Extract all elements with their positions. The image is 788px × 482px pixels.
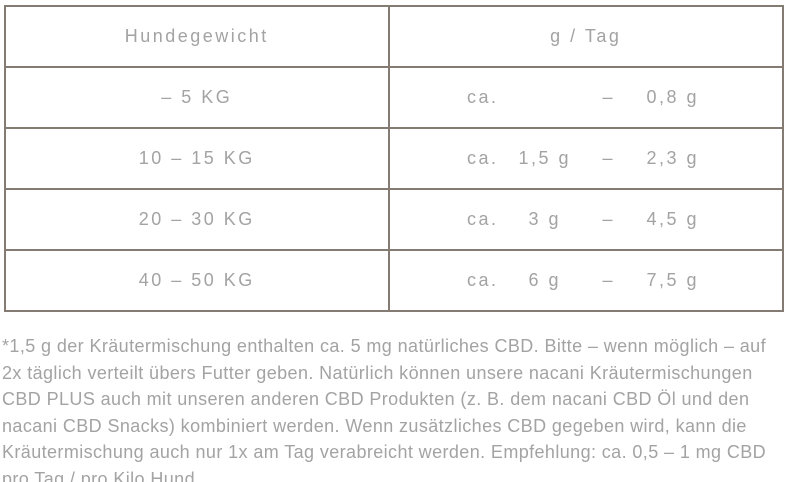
dose-min: 1,5 g bbox=[518, 148, 572, 168]
dose-ca-label: ca. bbox=[467, 209, 499, 229]
weight-cell: 20 – 30 KG bbox=[4, 188, 390, 251]
table-row: – 5 KG ca. – 0,8 g bbox=[4, 66, 785, 129]
dose-min: 3 g bbox=[528, 209, 562, 229]
weight-cell: – 5 KG bbox=[4, 66, 390, 129]
dose-ca-label: ca. bbox=[467, 148, 499, 168]
dose-max: 0,8 g bbox=[646, 87, 700, 107]
dose-range: ca. 1,5 g – 2,3 g bbox=[390, 148, 782, 169]
weight-cell: 10 – 15 KG bbox=[4, 127, 390, 190]
dose-cell: ca. 6 g – 7,5 g bbox=[387, 249, 785, 312]
weight-cell: 40 – 50 KG bbox=[4, 249, 390, 312]
dose-range: ca. – 0,8 g bbox=[390, 87, 782, 108]
dose-dash: – bbox=[602, 87, 616, 107]
table-row: 20 – 30 KG ca. 3 g – 4,5 g bbox=[4, 188, 785, 251]
dose-dash: – bbox=[602, 209, 616, 229]
dose-range: ca. 3 g – 4,5 g bbox=[390, 209, 782, 230]
dosing-table: Hundegewicht g / Tag – 5 KG ca. – 0,8 g … bbox=[4, 5, 785, 312]
table-row: 10 – 15 KG ca. 1,5 g – 2,3 g bbox=[4, 127, 785, 190]
col-header-hundegewicht: Hundegewicht bbox=[4, 5, 390, 68]
dose-ca-label: ca. bbox=[467, 87, 499, 107]
dose-dash: – bbox=[602, 270, 616, 290]
dose-cell: ca. 1,5 g – 2,3 g bbox=[387, 127, 785, 190]
table-header-row: Hundegewicht g / Tag bbox=[4, 5, 785, 68]
dose-ca-label: ca. bbox=[467, 270, 499, 290]
footnote-text: *1,5 g der Kräutermischung enthalten ca.… bbox=[2, 336, 767, 482]
dose-max: 4,5 g bbox=[646, 209, 700, 229]
dose-range: ca. 6 g – 7,5 g bbox=[390, 270, 782, 291]
dose-max: 7,5 g bbox=[646, 270, 700, 290]
col-header-g-tag: g / Tag bbox=[387, 5, 785, 68]
dose-max: 2,3 g bbox=[646, 148, 700, 168]
dose-cell: ca. 3 g – 4,5 g bbox=[387, 188, 785, 251]
dose-min: 6 g bbox=[528, 270, 562, 290]
dose-cell: ca. – 0,8 g bbox=[387, 66, 785, 129]
table-row: 40 – 50 KG ca. 6 g – 7,5 g bbox=[4, 249, 785, 312]
dose-dash: – bbox=[602, 148, 616, 168]
